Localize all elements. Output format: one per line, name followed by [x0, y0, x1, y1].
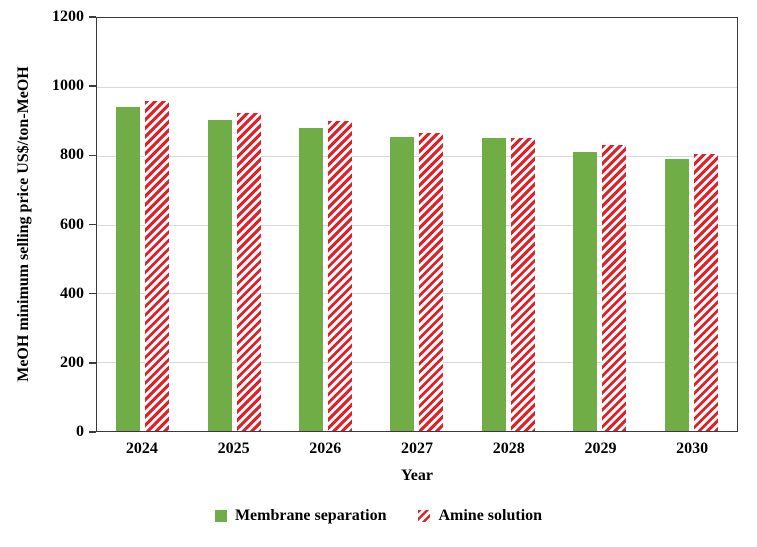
y-axis-tick-label: 0 [76, 423, 84, 440]
bar-group-2030 [646, 18, 737, 431]
gridline [97, 224, 737, 226]
amine-solution-swatch-icon [418, 510, 431, 522]
bar-membrane-separation-2024 [116, 107, 141, 431]
gridline [97, 362, 737, 364]
y-axis-tick-label: 1000 [52, 77, 84, 95]
plot-area [96, 17, 738, 432]
x-axis-title: Year [401, 467, 433, 484]
bar-group-2025 [188, 18, 279, 431]
x-axis-tick-label: 2025 [217, 440, 250, 457]
x-axis-tick-labels: 2024 2025 2026 2027 2028 2029 2030 [96, 440, 738, 458]
bar-amine-solution-2028 [510, 138, 535, 431]
bar-amine-solution-2025 [236, 112, 261, 431]
y-axis-tick-label: 1200 [52, 8, 84, 25]
x-axis-tick-label: 2030 [676, 440, 709, 457]
y-axis-tick-label: 600 [60, 215, 84, 233]
legend-label-amine-solution: Amine solution [438, 507, 543, 524]
bar-series [97, 18, 737, 431]
y-axis-tick [89, 16, 96, 18]
x-axis-tick-label: 2024 [125, 440, 158, 457]
bar-group-2028 [463, 18, 554, 431]
gridline [97, 293, 737, 295]
bar-amine-solution-2029 [602, 145, 627, 431]
gridline [97, 86, 737, 88]
bar-group-2029 [554, 18, 645, 431]
legend-label-membrane-separation: Membrane separation [234, 507, 387, 524]
bar-amine-solution-2026 [328, 121, 353, 431]
x-axis-tick-label: 2028 [492, 440, 525, 457]
bar-membrane-separation-2027 [390, 136, 415, 431]
bar-amine-solution-2024 [145, 100, 170, 431]
y-axis-tick [89, 292, 96, 295]
y-axis-tick [89, 362, 96, 364]
bar-amine-solution-2027 [419, 133, 444, 431]
bar-membrane-separation-2030 [664, 159, 689, 431]
y-axis-tick-label: 800 [60, 146, 84, 164]
bar-membrane-separation-2026 [299, 128, 324, 431]
y-axis-tick [89, 85, 96, 87]
bar-membrane-separation-2028 [481, 138, 506, 431]
x-axis-tick-label: 2027 [401, 440, 434, 457]
bar-group-2027 [371, 18, 462, 431]
legend: Membrane separation Amine solution [0, 507, 757, 525]
legend-item-amine-solution: Amine solution [418, 507, 542, 525]
y-axis-tick-label: 400 [60, 284, 84, 302]
y-axis-tick [89, 154, 96, 157]
bar-membrane-separation-2025 [207, 119, 232, 431]
legend-item-membrane-separation: Membrane separation [214, 507, 387, 525]
bar-membrane-separation-2029 [573, 152, 598, 431]
x-axis-tick-label: 2029 [584, 440, 617, 457]
y-axis-tick-label: 200 [60, 353, 84, 371]
bar-amine-solution-2030 [693, 153, 718, 431]
membrane-separation-swatch-icon [214, 510, 227, 522]
x-axis-tick-label: 2026 [309, 440, 342, 457]
bar-group-2024 [97, 18, 188, 431]
gridline [97, 155, 737, 157]
bar-group-2026 [280, 18, 371, 431]
y-axis-tick [89, 223, 96, 226]
y-axis-tick [89, 431, 96, 433]
